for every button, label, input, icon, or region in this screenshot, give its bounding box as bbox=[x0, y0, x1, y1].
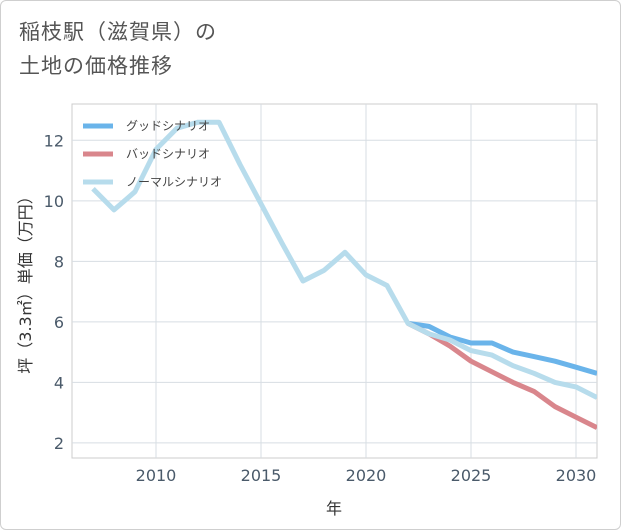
x-axis-ticks: 2010 2015 2020 2025 2030 bbox=[136, 466, 597, 485]
plot-area bbox=[71, 103, 598, 459]
x-tick-label: 2030 bbox=[556, 466, 597, 485]
x-tick-label: 2010 bbox=[136, 466, 177, 485]
y-tick-label: 10 bbox=[44, 192, 64, 211]
y-axis-title: 坪（3.3㎡）単価（万円） bbox=[16, 188, 35, 373]
x-axis-title: 年 bbox=[326, 499, 342, 518]
legend-label-2: ノーマルシナリオ bbox=[126, 175, 222, 189]
chart-title-line-1: 稲枝駅（滋賀県）の bbox=[19, 20, 217, 44]
chart-title-line-2: 土地の価格推移 bbox=[19, 54, 173, 78]
x-tick-label: 2015 bbox=[241, 466, 282, 485]
chart-title: 稲枝駅（滋賀県）の 土地の価格推移 bbox=[19, 15, 217, 83]
series-line-1 bbox=[406, 321, 597, 430]
x-tick-label: 2025 bbox=[451, 466, 492, 485]
legend-label-0: グッドシナリオ bbox=[126, 119, 210, 133]
y-axis-ticks: 2 4 6 8 10 12 bbox=[44, 131, 64, 453]
x-tick-label: 2020 bbox=[346, 466, 387, 485]
y-tick-label: 4 bbox=[54, 373, 64, 392]
y-tick-label: 8 bbox=[54, 252, 64, 271]
series-line-2 bbox=[91, 119, 597, 400]
y-tick-label: 6 bbox=[54, 313, 64, 332]
y-tick-label: 12 bbox=[44, 131, 64, 150]
legend-label-1: バッドシナリオ bbox=[126, 147, 210, 161]
series-line-0 bbox=[407, 320, 597, 376]
series-layer bbox=[91, 119, 597, 430]
y-tick-label: 2 bbox=[54, 434, 64, 453]
